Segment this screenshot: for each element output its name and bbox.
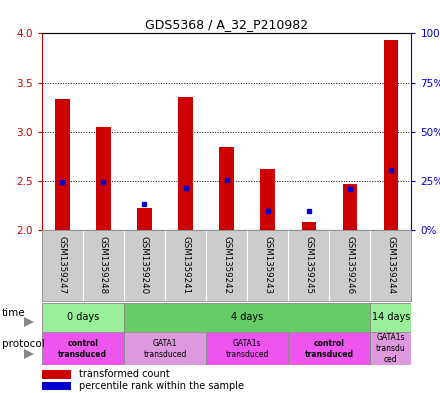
Bar [260,169,275,230]
Text: percentile rank within the sample: percentile rank within the sample [79,381,244,391]
Text: GSM1359242: GSM1359242 [222,236,231,294]
Bar [55,99,70,230]
Bar [206,332,288,365]
Bar [124,303,370,332]
Text: GSM1359247: GSM1359247 [58,236,67,294]
Text: control
transduced: control transduced [59,339,107,359]
Bar [370,332,411,365]
Text: GATA1
transduced: GATA1 transduced [143,339,187,359]
Bar [343,184,357,230]
Bar [42,370,71,379]
Bar [124,332,206,365]
Text: time: time [2,308,26,318]
Bar [384,40,398,230]
Text: 0 days: 0 days [67,312,99,322]
Bar [42,303,124,332]
Text: GSM1359240: GSM1359240 [140,236,149,294]
Text: control
transduced: control transduced [305,339,354,359]
Bar [137,208,152,230]
Bar [42,382,71,391]
Text: GATA1s
transduced: GATA1s transduced [225,339,269,359]
Title: GDS5368 / A_32_P210982: GDS5368 / A_32_P210982 [145,18,308,31]
Text: GSM1359243: GSM1359243 [263,236,272,294]
Text: transformed count: transformed count [79,369,169,379]
Bar [220,147,234,230]
Text: GATA1s
transdu
ced: GATA1s transdu ced [376,333,406,364]
Text: GSM1359244: GSM1359244 [386,236,396,294]
Text: protocol: protocol [2,339,45,349]
Text: GSM1359248: GSM1359248 [99,236,108,294]
Text: 14 days: 14 days [372,312,410,322]
Bar [288,332,370,365]
Text: GSM1359245: GSM1359245 [304,236,313,294]
Bar [370,303,411,332]
Text: GSM1359241: GSM1359241 [181,236,190,294]
Bar [301,222,316,230]
Text: GSM1359246: GSM1359246 [345,236,354,294]
Bar [42,332,124,365]
Text: 4 days: 4 days [231,312,263,322]
Bar [96,127,110,230]
Bar [178,97,193,230]
